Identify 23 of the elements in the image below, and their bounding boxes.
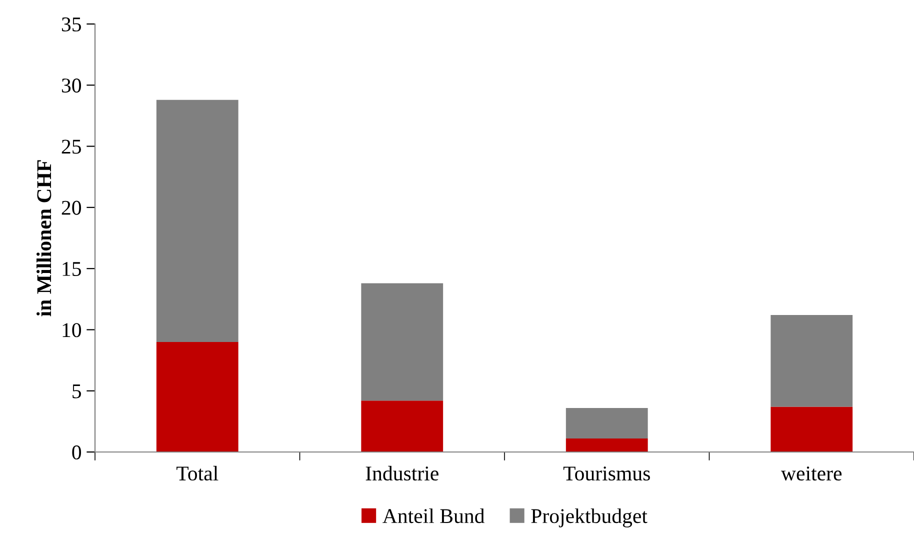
bar — [156, 100, 238, 342]
legend-label: Projektbudget — [531, 508, 648, 528]
y-tick-label: 15 — [62, 262, 81, 276]
bar — [770, 406, 853, 452]
x-tick-label: Total — [176, 466, 218, 481]
bar — [361, 400, 444, 452]
y-tick-label: 25 — [62, 140, 81, 154]
y-tick-label: 10 — [62, 323, 82, 338]
y-tick-label: 35 — [62, 17, 81, 32]
bar — [566, 438, 648, 452]
bar — [770, 315, 853, 407]
y-axis-title: in Millionen CHF — [36, 160, 52, 316]
y-tick-label: 0 — [72, 445, 82, 460]
y-tick-label: 5 — [72, 384, 81, 398]
legend-label: Anteil Bund — [382, 508, 485, 524]
y-tick-label: 20 — [62, 200, 82, 215]
x-tick-label: Tourismus — [563, 466, 650, 481]
bar — [566, 408, 648, 439]
x-tick-label: weitere — [780, 466, 842, 481]
bar — [361, 283, 444, 401]
y-tick-label: 30 — [62, 78, 82, 93]
x-tick-label: Industrie — [366, 466, 438, 481]
bar — [156, 342, 238, 452]
